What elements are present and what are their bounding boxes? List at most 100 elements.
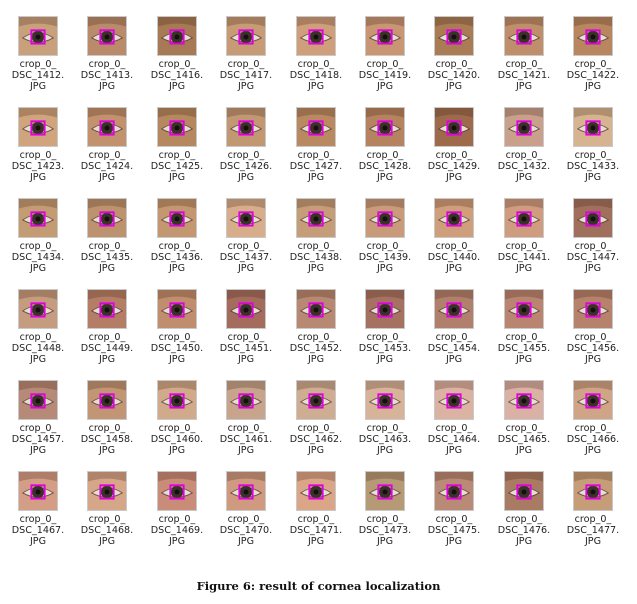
- thumbnail-filename: crop_0_ DSC_1422. JPG: [559, 59, 627, 92]
- pupil: [313, 216, 319, 222]
- filename-extension: JPG: [98, 354, 116, 365]
- filename-extension: JPG: [237, 172, 255, 183]
- cornea-bounding-box: [308, 484, 324, 500]
- brow-shadow: [297, 199, 335, 209]
- cornea-bounding-box: [169, 484, 185, 500]
- thumbnail-tile: crop_0_ DSC_1423. JPG: [4, 103, 72, 195]
- cornea-bounding-box: [30, 393, 46, 409]
- thumbnail-tile: crop_0_ DSC_1471. JPG: [282, 467, 350, 559]
- filename-name: DSC_1475.: [427, 525, 481, 536]
- pupil: [174, 398, 180, 404]
- filename-name: DSC_1424.: [80, 161, 134, 172]
- filename-prefix: crop_0_: [19, 423, 57, 434]
- thumbnail-tile: crop_0_ DSC_1454. JPG: [420, 285, 488, 377]
- eye-image: [574, 472, 612, 510]
- eye-thumbnail: [157, 107, 197, 147]
- filename-prefix: crop_0_: [19, 150, 57, 161]
- cornea-bounding-box: [516, 393, 532, 409]
- filename-prefix: crop_0_: [505, 332, 543, 343]
- thumbnail-filename: crop_0_ DSC_1434. JPG: [4, 241, 72, 274]
- thumbnail-tile: crop_0_ DSC_1436. JPG: [143, 194, 211, 286]
- brow-shadow: [227, 472, 265, 482]
- filename-prefix: crop_0_: [227, 514, 265, 525]
- brow-shadow: [88, 108, 126, 118]
- filename-name: DSC_1448.: [11, 343, 65, 354]
- thumbnail-filename: crop_0_ DSC_1463. JPG: [351, 423, 419, 456]
- thumbnail-tile: crop_0_ DSC_1420. JPG: [420, 12, 488, 104]
- thumbnail-filename: crop_0_ DSC_1457. JPG: [4, 423, 72, 456]
- pupil: [382, 34, 388, 40]
- thumbnail-tile: crop_0_ DSC_1433. JPG: [559, 103, 627, 195]
- pupil: [174, 216, 180, 222]
- brow-shadow: [297, 108, 335, 118]
- filename-extension: JPG: [29, 445, 47, 456]
- filename-extension: JPG: [445, 354, 463, 365]
- filename-prefix: crop_0_: [574, 150, 612, 161]
- filename-name: DSC_1420.: [427, 70, 481, 81]
- cornea-bounding-box: [238, 393, 254, 409]
- thumbnail-filename: crop_0_ DSC_1462. JPG: [282, 423, 350, 456]
- eye-thumbnail: [226, 289, 266, 329]
- filename-extension: JPG: [307, 536, 325, 547]
- eye-image: [435, 472, 473, 510]
- pupil: [35, 125, 41, 131]
- filename-prefix: crop_0_: [227, 59, 265, 70]
- eye-thumbnail: [296, 289, 336, 329]
- thumbnail-filename: crop_0_ DSC_1423. JPG: [4, 150, 72, 183]
- figure-caption: Figure 6: result of cornea localization: [196, 579, 441, 593]
- eye-image: [227, 17, 265, 55]
- thumbnail-tile: crop_0_ DSC_1437. JPG: [212, 194, 280, 286]
- pupil: [174, 307, 180, 313]
- filename-extension: JPG: [376, 536, 394, 547]
- cornea-bounding-box: [377, 302, 393, 318]
- brow-shadow: [297, 290, 335, 300]
- brow-shadow: [366, 472, 404, 482]
- pupil: [104, 398, 110, 404]
- eye-image: [297, 199, 335, 237]
- eye-thumbnail: [18, 380, 58, 420]
- filename-name: DSC_1456.: [566, 343, 620, 354]
- pupil: [243, 307, 249, 313]
- filename-extension: JPG: [376, 354, 394, 365]
- eye-thumbnail: [573, 380, 613, 420]
- cornea-bounding-box: [516, 484, 532, 500]
- brow-shadow: [227, 199, 265, 209]
- brow-shadow: [505, 108, 543, 118]
- brow-shadow: [158, 199, 196, 209]
- cornea-bounding-box: [99, 29, 115, 45]
- thumbnail-tile: crop_0_ DSC_1412. JPG: [4, 12, 72, 104]
- eye-image: [297, 290, 335, 328]
- cornea-bounding-box: [308, 393, 324, 409]
- eye-image: [297, 108, 335, 146]
- eye-thumbnail: [226, 471, 266, 511]
- brow-shadow: [574, 17, 612, 27]
- pupil: [451, 34, 457, 40]
- cornea-bounding-box: [585, 393, 601, 409]
- brow-shadow: [366, 108, 404, 118]
- cornea-bounding-box: [377, 211, 393, 227]
- cornea-bounding-box: [585, 211, 601, 227]
- thumbnail-tile: crop_0_ DSC_1451. JPG: [212, 285, 280, 377]
- filename-name: DSC_1449.: [80, 343, 134, 354]
- eye-thumbnail: [504, 289, 544, 329]
- cornea-bounding-box: [308, 302, 324, 318]
- eye-image: [227, 472, 265, 510]
- filename-name: DSC_1454.: [427, 343, 481, 354]
- eye-image: [366, 108, 404, 146]
- thumbnail-tile: crop_0_ DSC_1464. JPG: [420, 376, 488, 468]
- brow-shadow: [158, 290, 196, 300]
- thumbnail-tile: crop_0_ DSC_1425. JPG: [143, 103, 211, 195]
- filename-extension: JPG: [376, 263, 394, 274]
- cornea-bounding-box: [446, 393, 462, 409]
- thumbnail-filename: crop_0_ DSC_1424. JPG: [73, 150, 141, 183]
- eye-thumbnail: [434, 471, 474, 511]
- filename-prefix: crop_0_: [366, 150, 404, 161]
- cornea-bounding-box: [169, 211, 185, 227]
- filename-name: DSC_1467.: [11, 525, 65, 536]
- brow-shadow: [19, 108, 57, 118]
- filename-extension: JPG: [168, 263, 186, 274]
- pupil: [590, 398, 596, 404]
- thumbnail-filename: crop_0_ DSC_1448. JPG: [4, 332, 72, 365]
- pupil: [590, 125, 596, 131]
- thumbnail-filename: crop_0_ DSC_1451. JPG: [212, 332, 280, 365]
